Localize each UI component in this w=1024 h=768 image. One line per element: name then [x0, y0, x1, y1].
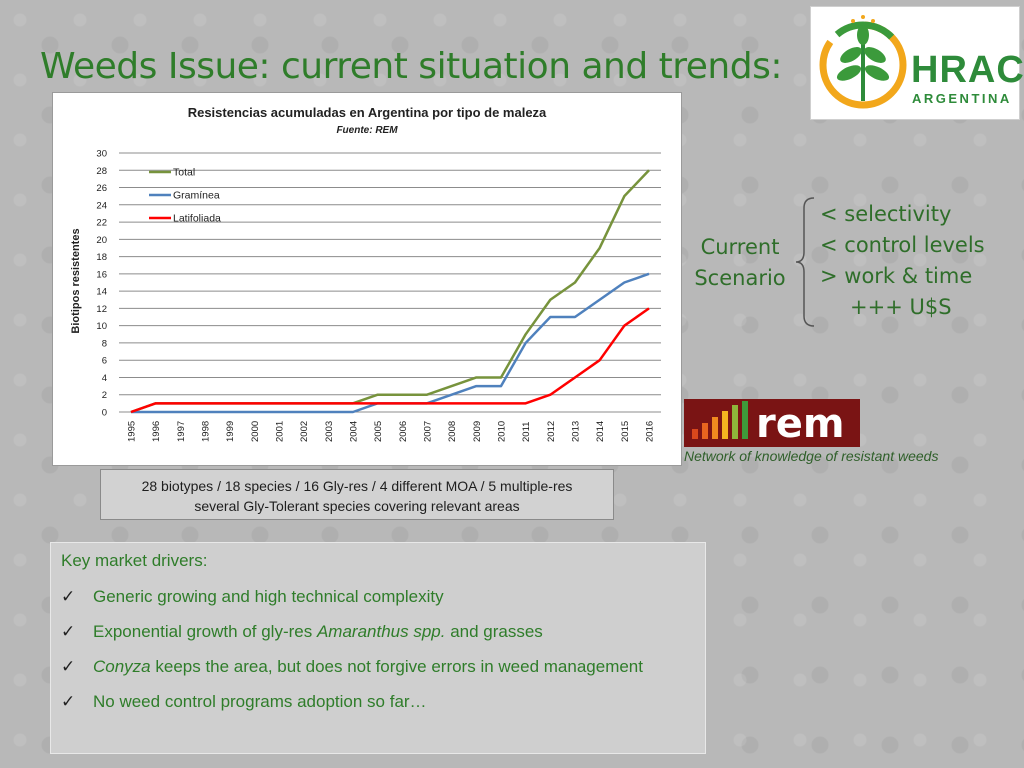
y-tick-label: 8: [102, 338, 107, 349]
scenario-item: +++ U$S: [850, 295, 952, 319]
x-tick-label: 2004: [349, 421, 360, 442]
chart-subtitle: Fuente: REM: [336, 125, 398, 136]
x-tick-label: 2003: [324, 421, 335, 442]
x-tick-label: 2014: [595, 421, 606, 442]
y-tick-label: 2: [102, 390, 107, 401]
y-tick-label: 18: [96, 252, 107, 263]
y-tick-label: 6: [102, 356, 107, 367]
y-tick-label: 26: [96, 183, 107, 194]
key-market-drivers-box: Key market drivers: ✓ Generic growing and…: [50, 542, 706, 754]
resistance-summary-box: 28 biotypes / 18 species / 16 Gly-res / …: [100, 469, 614, 520]
x-tick-label: 1998: [201, 421, 212, 442]
driver-item: ✓ No weed control programs adoption so fa…: [61, 692, 427, 711]
x-tick-label: 1996: [151, 421, 162, 442]
series-line-latifoliada: [130, 307, 650, 414]
summary-line-1: 28 biotypes / 18 species / 16 Gly-res / …: [141, 478, 573, 494]
x-tick-label: 2005: [373, 421, 384, 442]
summary-line-2: several Gly-Tolerant species covering re…: [194, 498, 520, 514]
x-tick-label: 1997: [176, 421, 187, 442]
rem-logo: rem: [684, 399, 860, 447]
x-tick-label: 2007: [423, 421, 434, 442]
slide-title: Weeds Issue: current situation and trend…: [40, 46, 782, 87]
scenario-label-line-1: Current: [700, 235, 780, 259]
y-axis-label: Biotipos resistentes: [70, 228, 82, 333]
legend-label: Gramínea: [173, 190, 220, 202]
rem-caption: Network of knowledge of resistant weeds: [684, 448, 939, 464]
y-tick-label: 30: [96, 149, 107, 160]
scenario-list: < selectivity < control levels > work & …: [820, 199, 985, 323]
y-tick-label: 14: [96, 287, 107, 298]
x-tick-label: 2006: [398, 421, 409, 442]
logo-subtitle: ARGENTINA: [912, 91, 1012, 106]
x-tick-label: 2008: [447, 421, 458, 442]
plant-globe-icon: [819, 15, 907, 109]
rem-bars-icon: rem: [684, 399, 860, 447]
hrac-logo: HRAC ARGENTINA: [810, 6, 1024, 120]
driver-item: ✓ Exponential growth of gly-res Amaranthu…: [61, 622, 543, 641]
x-tick-label: 2013: [571, 421, 582, 442]
y-tick-label: 12: [96, 304, 107, 315]
x-tick-label: 2011: [521, 422, 532, 442]
y-tick-label: 20: [96, 235, 107, 246]
x-tick-label: 1995: [127, 421, 138, 442]
checkmark-icon: ✓: [61, 657, 76, 676]
curly-brace-icon: [795, 197, 815, 327]
scenario-item: < control levels: [820, 233, 985, 257]
y-tick-label: 16: [96, 269, 107, 280]
scenario-item: > work & time: [820, 264, 973, 288]
x-tick-label: 2010: [497, 421, 508, 442]
legend-label: Total: [173, 167, 195, 179]
drivers-title: Key market drivers:: [61, 551, 208, 570]
y-tick-label: 4: [102, 373, 107, 384]
driver-item: ✓ Generic growing and high technical comp…: [61, 587, 444, 606]
current-scenario-label: Current Scenario: [690, 232, 790, 294]
x-tick-label: 2012: [546, 421, 557, 442]
scenario-item: < selectivity: [820, 202, 952, 226]
chart-title: Resistencias acumuladas en Argentina por…: [188, 105, 547, 120]
x-tick-label: 2002: [299, 421, 310, 442]
chart-panel: Resistencias acumuladas en Argentina por…: [52, 92, 682, 466]
x-tick-label: 2000: [250, 421, 261, 442]
y-tick-label: 0: [102, 408, 107, 419]
y-tick-label: 10: [96, 321, 107, 332]
checkmark-icon: ✓: [61, 587, 76, 606]
y-tick-label: 22: [96, 218, 107, 229]
rem-wordmark: rem: [756, 401, 845, 447]
x-tick-label: 2001: [275, 421, 286, 442]
x-tick-label: 2015: [620, 421, 631, 442]
checkmark-icon: ✓: [61, 622, 76, 641]
resistance-line-chart: Resistencias acumuladas en Argentina por…: [70, 105, 661, 442]
x-tick-label: 1999: [225, 421, 236, 442]
y-tick-label: 28: [96, 166, 107, 177]
x-tick-label: 2016: [645, 421, 656, 442]
logo-wordmark: HRAC: [911, 49, 1024, 91]
x-tick-label: 2009: [472, 421, 483, 442]
checkmark-icon: ✓: [61, 692, 76, 711]
legend-label: Latifoliada: [173, 213, 221, 225]
driver-item: ✓ Conyza keeps the area, but does not for…: [61, 657, 643, 676]
scenario-label-line-2: Scenario: [694, 266, 786, 290]
y-tick-label: 24: [96, 200, 107, 211]
